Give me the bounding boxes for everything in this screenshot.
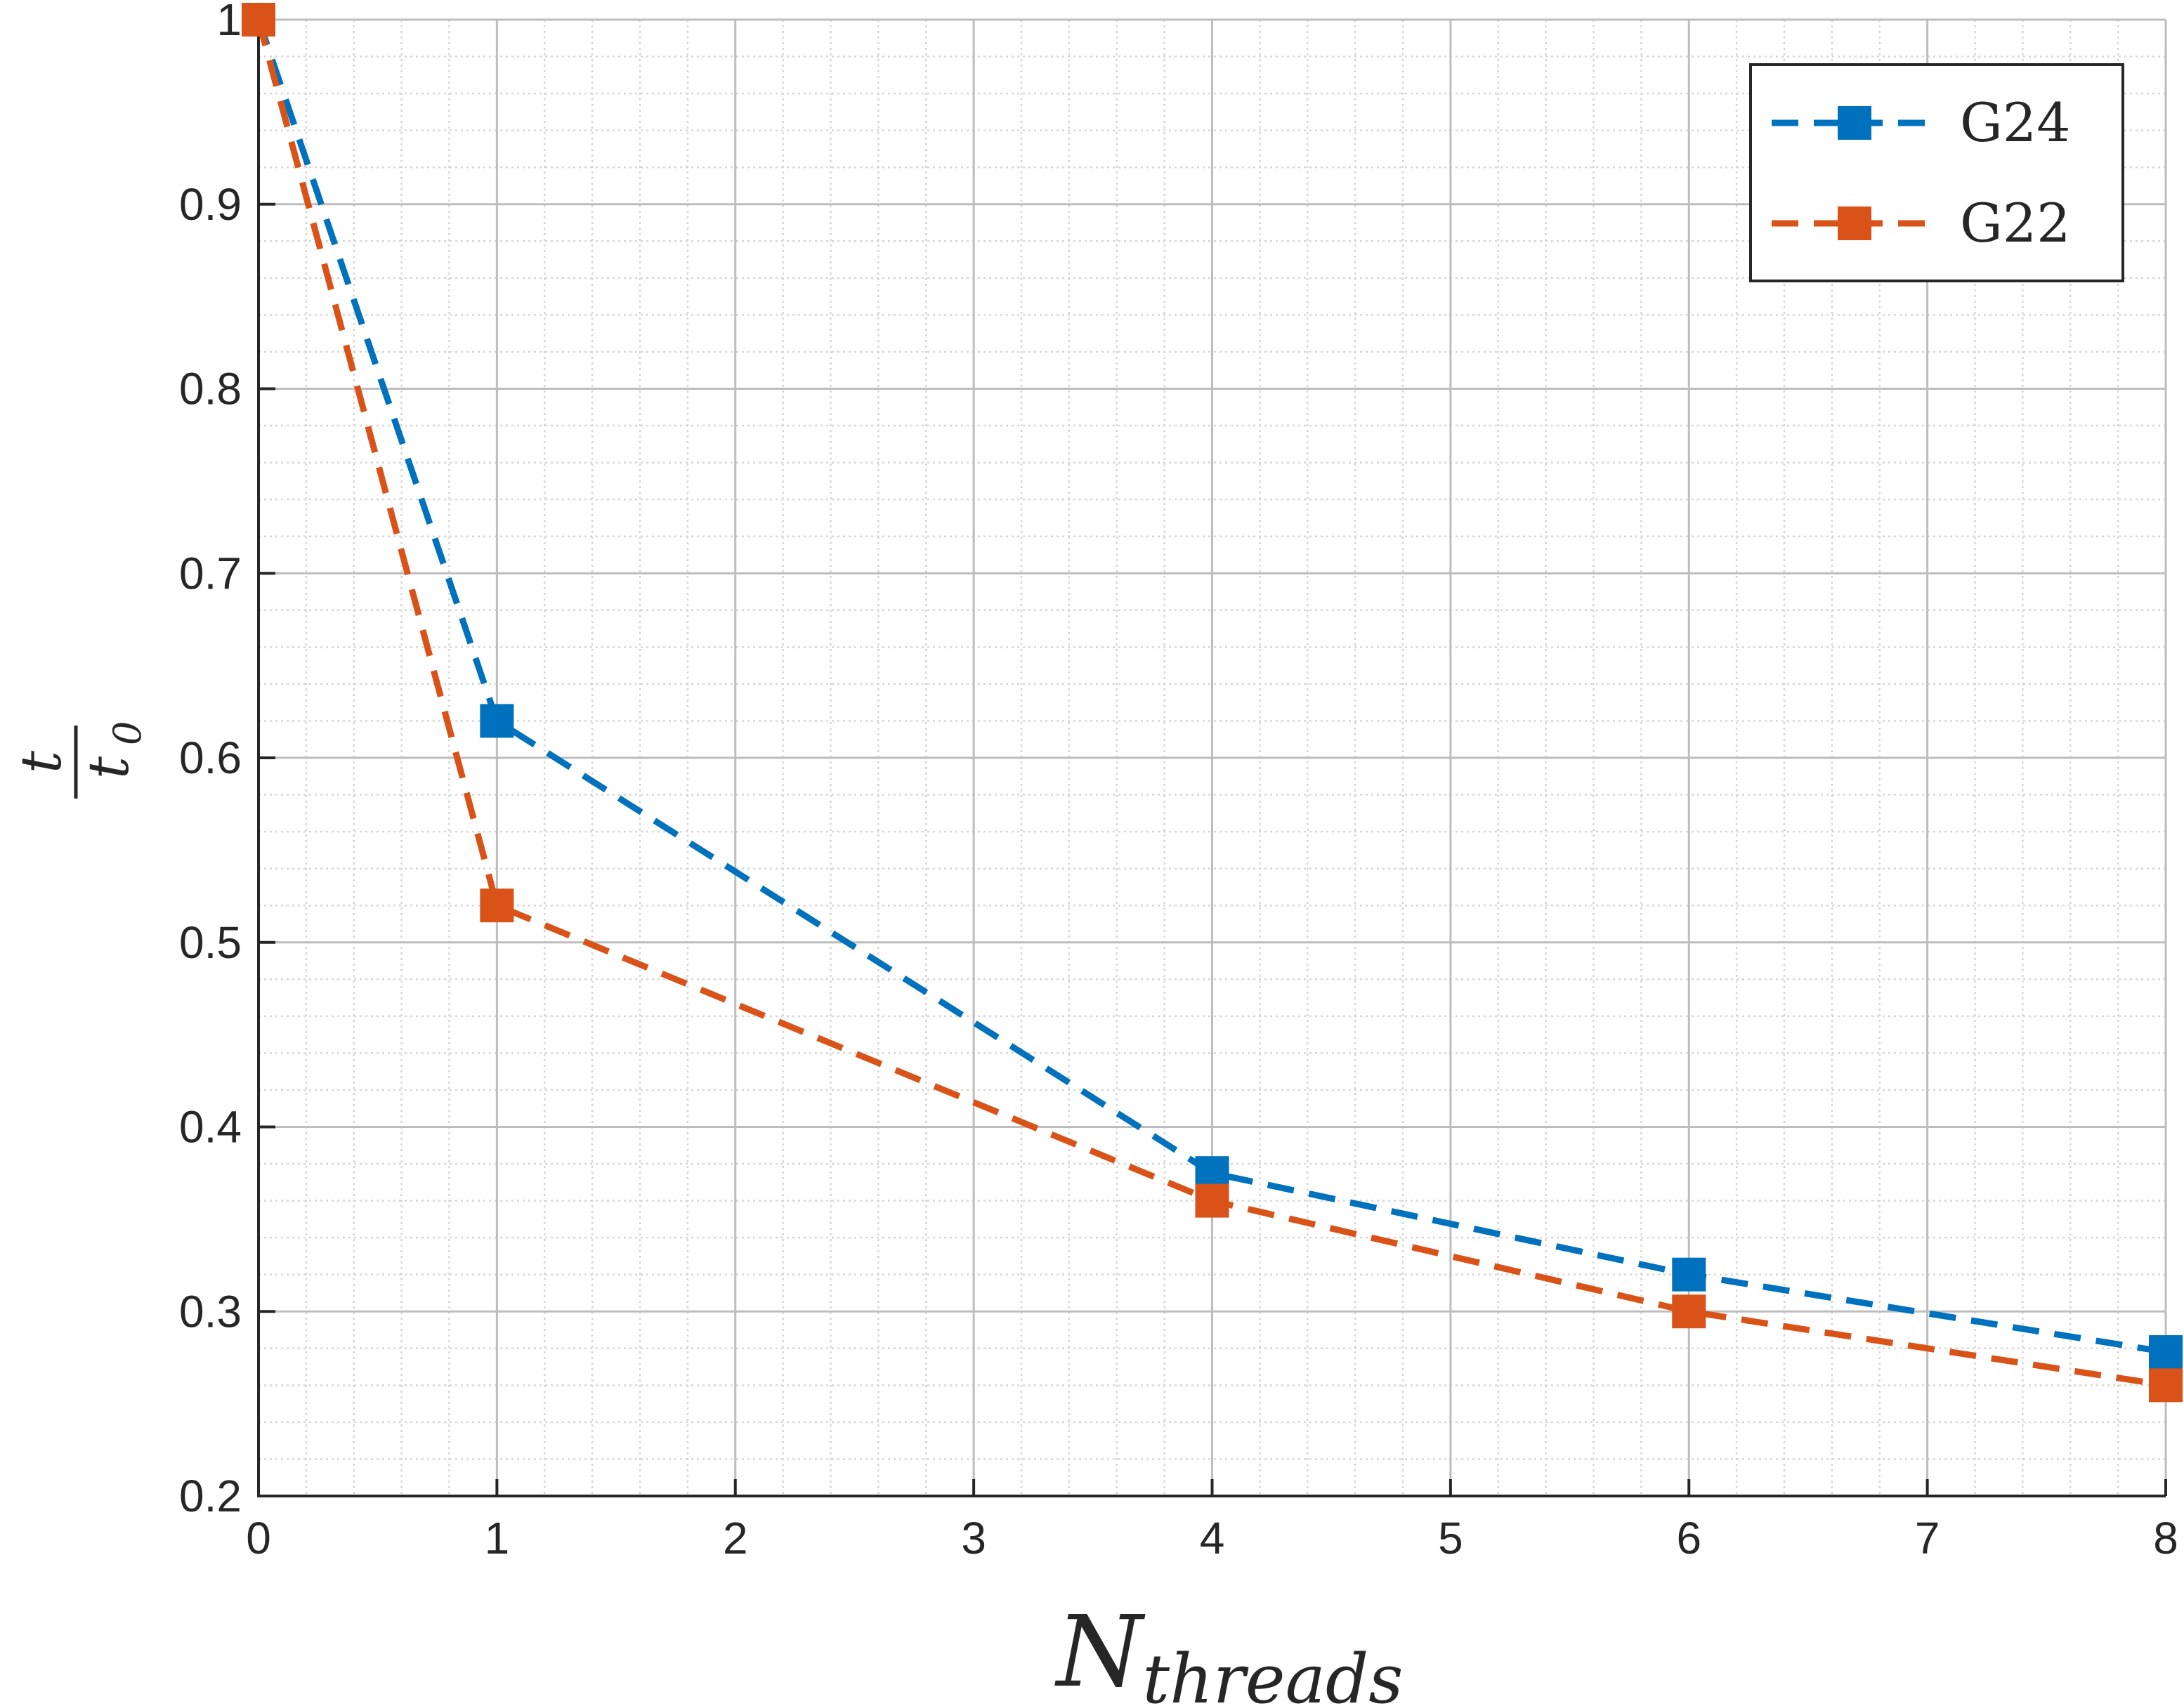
- x-tick-label: 0: [246, 1513, 271, 1563]
- x-tick-label: 3: [961, 1513, 986, 1563]
- series-line-g24: [255, 18, 2166, 1356]
- x-tick-label: 5: [1438, 1513, 1463, 1563]
- data-point-g22: [1195, 1183, 1229, 1218]
- x-axis-label-main: N: [1054, 1595, 1146, 1706]
- y-tick-label: 0.2: [179, 1471, 242, 1521]
- data-point-g22: [480, 888, 514, 923]
- x-tick-label: 6: [1676, 1513, 1701, 1563]
- legend-marker-g22: [1838, 206, 1871, 240]
- legend-box: [1749, 63, 2124, 282]
- series-g22: [242, 3, 2183, 1403]
- y-tick-label: 0.9: [179, 179, 242, 230]
- y-axis-ticks: 0.2 0.3 0.4 0.5 0.6 0.7 0.8 0.9 1: [179, 0, 275, 1521]
- legend-label-g24: G24: [1960, 91, 2070, 154]
- data-point-g22: [2149, 1368, 2183, 1403]
- y-tick-label: 0.4: [179, 1102, 242, 1153]
- legend-marker-g24: [1838, 106, 1871, 140]
- y-axis-label-denominator-subscript: 0: [105, 721, 150, 745]
- data-point-g22: [242, 3, 275, 37]
- y-tick-label: 0.8: [179, 364, 242, 414]
- y-tick-label: 1: [216, 0, 242, 45]
- y-tick-label: 0.7: [179, 548, 242, 598]
- y-tick-label: 0.3: [179, 1286, 242, 1337]
- x-tick-label: 8: [2153, 1513, 2178, 1563]
- x-tick-label: 1: [485, 1513, 510, 1563]
- legend-label-g22: G22: [1960, 192, 2070, 254]
- y-axis-label: t t 0: [8, 721, 150, 799]
- x-axis-ticks: 0 1 2 3 4 5 6 7 8: [246, 1479, 2178, 1563]
- y-axis-label-denominator: t: [76, 756, 141, 779]
- y-tick-label: 0.6: [179, 733, 242, 783]
- x-tick-label: 7: [1915, 1513, 1940, 1563]
- x-tick-label: 2: [723, 1513, 748, 1563]
- legend: G24 G22: [1749, 63, 2124, 282]
- data-point-g24: [2149, 1335, 2183, 1370]
- y-tick-label: 0.5: [179, 917, 242, 968]
- data-point-g22: [1672, 1294, 1706, 1329]
- y-axis-label-numerator: t: [8, 750, 74, 773]
- legend-entry-g24: G24: [1772, 91, 2070, 154]
- x-tick-label: 4: [1200, 1513, 1225, 1563]
- data-point-g24: [480, 704, 514, 738]
- x-axis-label-subscript: threads: [1143, 1640, 1404, 1706]
- x-axis-label: Nthreads: [1054, 1595, 1404, 1706]
- data-point-g24: [1672, 1257, 1706, 1292]
- series-layer: [242, 3, 2183, 1403]
- legend-entry-g22: G22: [1772, 192, 2070, 254]
